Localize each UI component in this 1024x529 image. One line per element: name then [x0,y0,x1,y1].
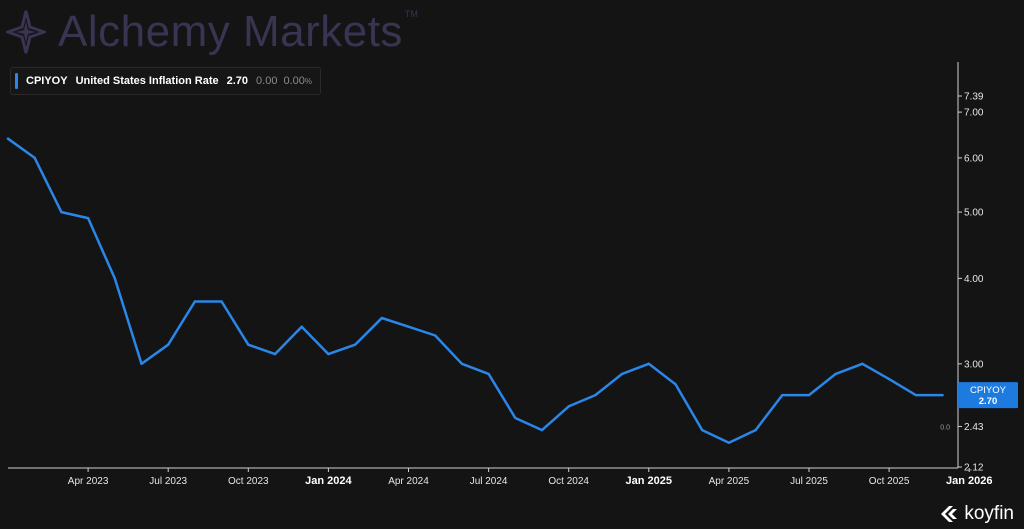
x-tick-label: Jul 2023 [149,476,187,487]
data-point [514,416,517,420]
data-point [487,372,490,376]
zero-marker-label: 0.0 [940,424,950,431]
data-point [300,325,303,328]
data-point [647,362,650,366]
data-point [701,428,704,432]
koyfin-branding: koyfin [939,503,1014,525]
x-tick-label: Jan 2025 [626,475,672,487]
data-point [834,372,837,376]
data-point [113,277,117,280]
series-legend[interactable]: CPIYOY United States Inflation Rate 2.70… [10,67,321,95]
data-point [380,316,383,320]
x-tick-label: Oct 2023 [228,476,269,487]
data-point [353,343,357,346]
x-tick-label: Oct 2024 [548,476,589,487]
x-tick-label: Jul 2024 [470,476,508,487]
y-tick-label: 3.00 [964,359,984,370]
koyfin-name: koyfin [964,503,1014,524]
data-point [567,405,570,408]
data-point [220,300,223,303]
data-point [6,137,10,140]
data-point [247,343,250,346]
data-point [327,352,330,356]
x-tick-label: Apr 2025 [709,476,750,487]
data-point [434,334,437,337]
data-point [781,393,784,397]
last-value-tag [958,382,1018,409]
y-tick-label: 7.39 [964,92,984,103]
data-point [727,441,731,444]
data-point [887,377,891,381]
y-tick-label: 2.12 [964,463,984,474]
data-point [807,393,811,397]
watermark-trademark: TM [404,9,418,19]
y-tick-label: 5.00 [964,208,984,219]
x-tick-label: Apr 2023 [68,476,109,487]
koyfin-logo-icon [941,506,958,522]
last-value-ticker: CPIYOY [970,385,1007,396]
data-point [33,156,36,160]
last-value-number: 2.70 [979,396,998,407]
data-point [273,352,277,356]
legend-value: 2.70 [226,75,249,87]
data-point [861,362,864,366]
data-point [540,428,544,432]
x-tick-label: Oct 2025 [869,476,910,487]
data-point [674,383,677,386]
x-tick-label: Jul 2025 [790,476,828,487]
data-point [60,210,63,214]
data-point [754,428,757,432]
x-tick-label: Apr 2024 [388,476,429,487]
legend-swatch [15,73,18,89]
alchemy-markets-watermark: Alchemy Markets TM [6,6,418,58]
data-point [407,325,410,328]
y-tick-label: 6.00 [964,153,984,164]
data-point [594,393,597,397]
data-point [86,216,90,220]
data-point [193,300,197,303]
data-point [620,372,624,376]
data-point [460,362,464,366]
x-tick-label: Jan 2026 [946,475,992,487]
data-point [140,362,143,366]
series-line-cpiyoy [6,137,944,445]
watermark-brand: Alchemy Markets [58,7,403,56]
x-tick-label: Jan 2024 [305,475,352,487]
data-point [167,343,170,346]
legend-series-name: United States Inflation Rate [75,75,219,87]
legend-ticker: CPIYOY [26,75,68,87]
alchemy-logo-icon [6,10,46,54]
data-point [914,393,917,397]
legend-change-pct: 0.00% [283,75,312,87]
legend-change: 0.00 [256,75,278,87]
y-tick-label: 7.00 [964,108,984,119]
data-point [941,393,944,397]
y-tick-label: 2.43 [964,422,984,433]
y-tick-label: 4.00 [964,274,984,285]
